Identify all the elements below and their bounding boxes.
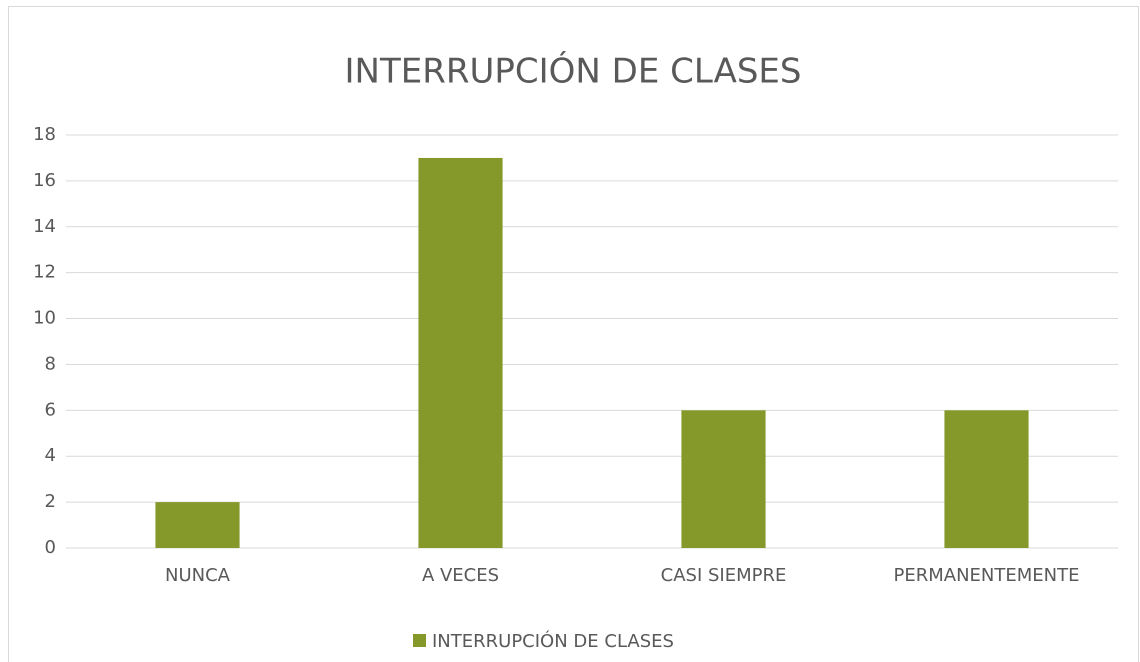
x-tick-label: NUNCA [165,565,231,586]
y-tick-label: 4 [45,445,56,466]
legend-swatch [413,634,426,647]
y-tick-label: 8 [45,353,56,374]
y-tick-label: 10 [33,308,56,329]
y-tick-label: 18 [33,124,56,145]
y-tick-label: 6 [45,399,56,420]
bar [944,410,1029,548]
bar [418,157,503,548]
y-tick-label: 12 [33,262,56,283]
y-tick-label: 16 [33,170,56,191]
y-tick-label: 14 [33,216,56,237]
bar [155,502,240,548]
bar [681,410,766,548]
legend-label: INTERRUPCIÓN DE CLASES [432,630,674,652]
y-tick-label: 2 [45,491,56,512]
chart-title: INTERRUPCIÓN DE CLASES [345,51,802,92]
x-tick-label: A VECES [422,565,499,586]
x-tick-label: CASI SIEMPRE [661,565,787,586]
chart-frame [8,6,1139,662]
x-tick-label: PERMANENTEMENTE [894,565,1080,586]
y-tick-label: 0 [45,537,56,558]
